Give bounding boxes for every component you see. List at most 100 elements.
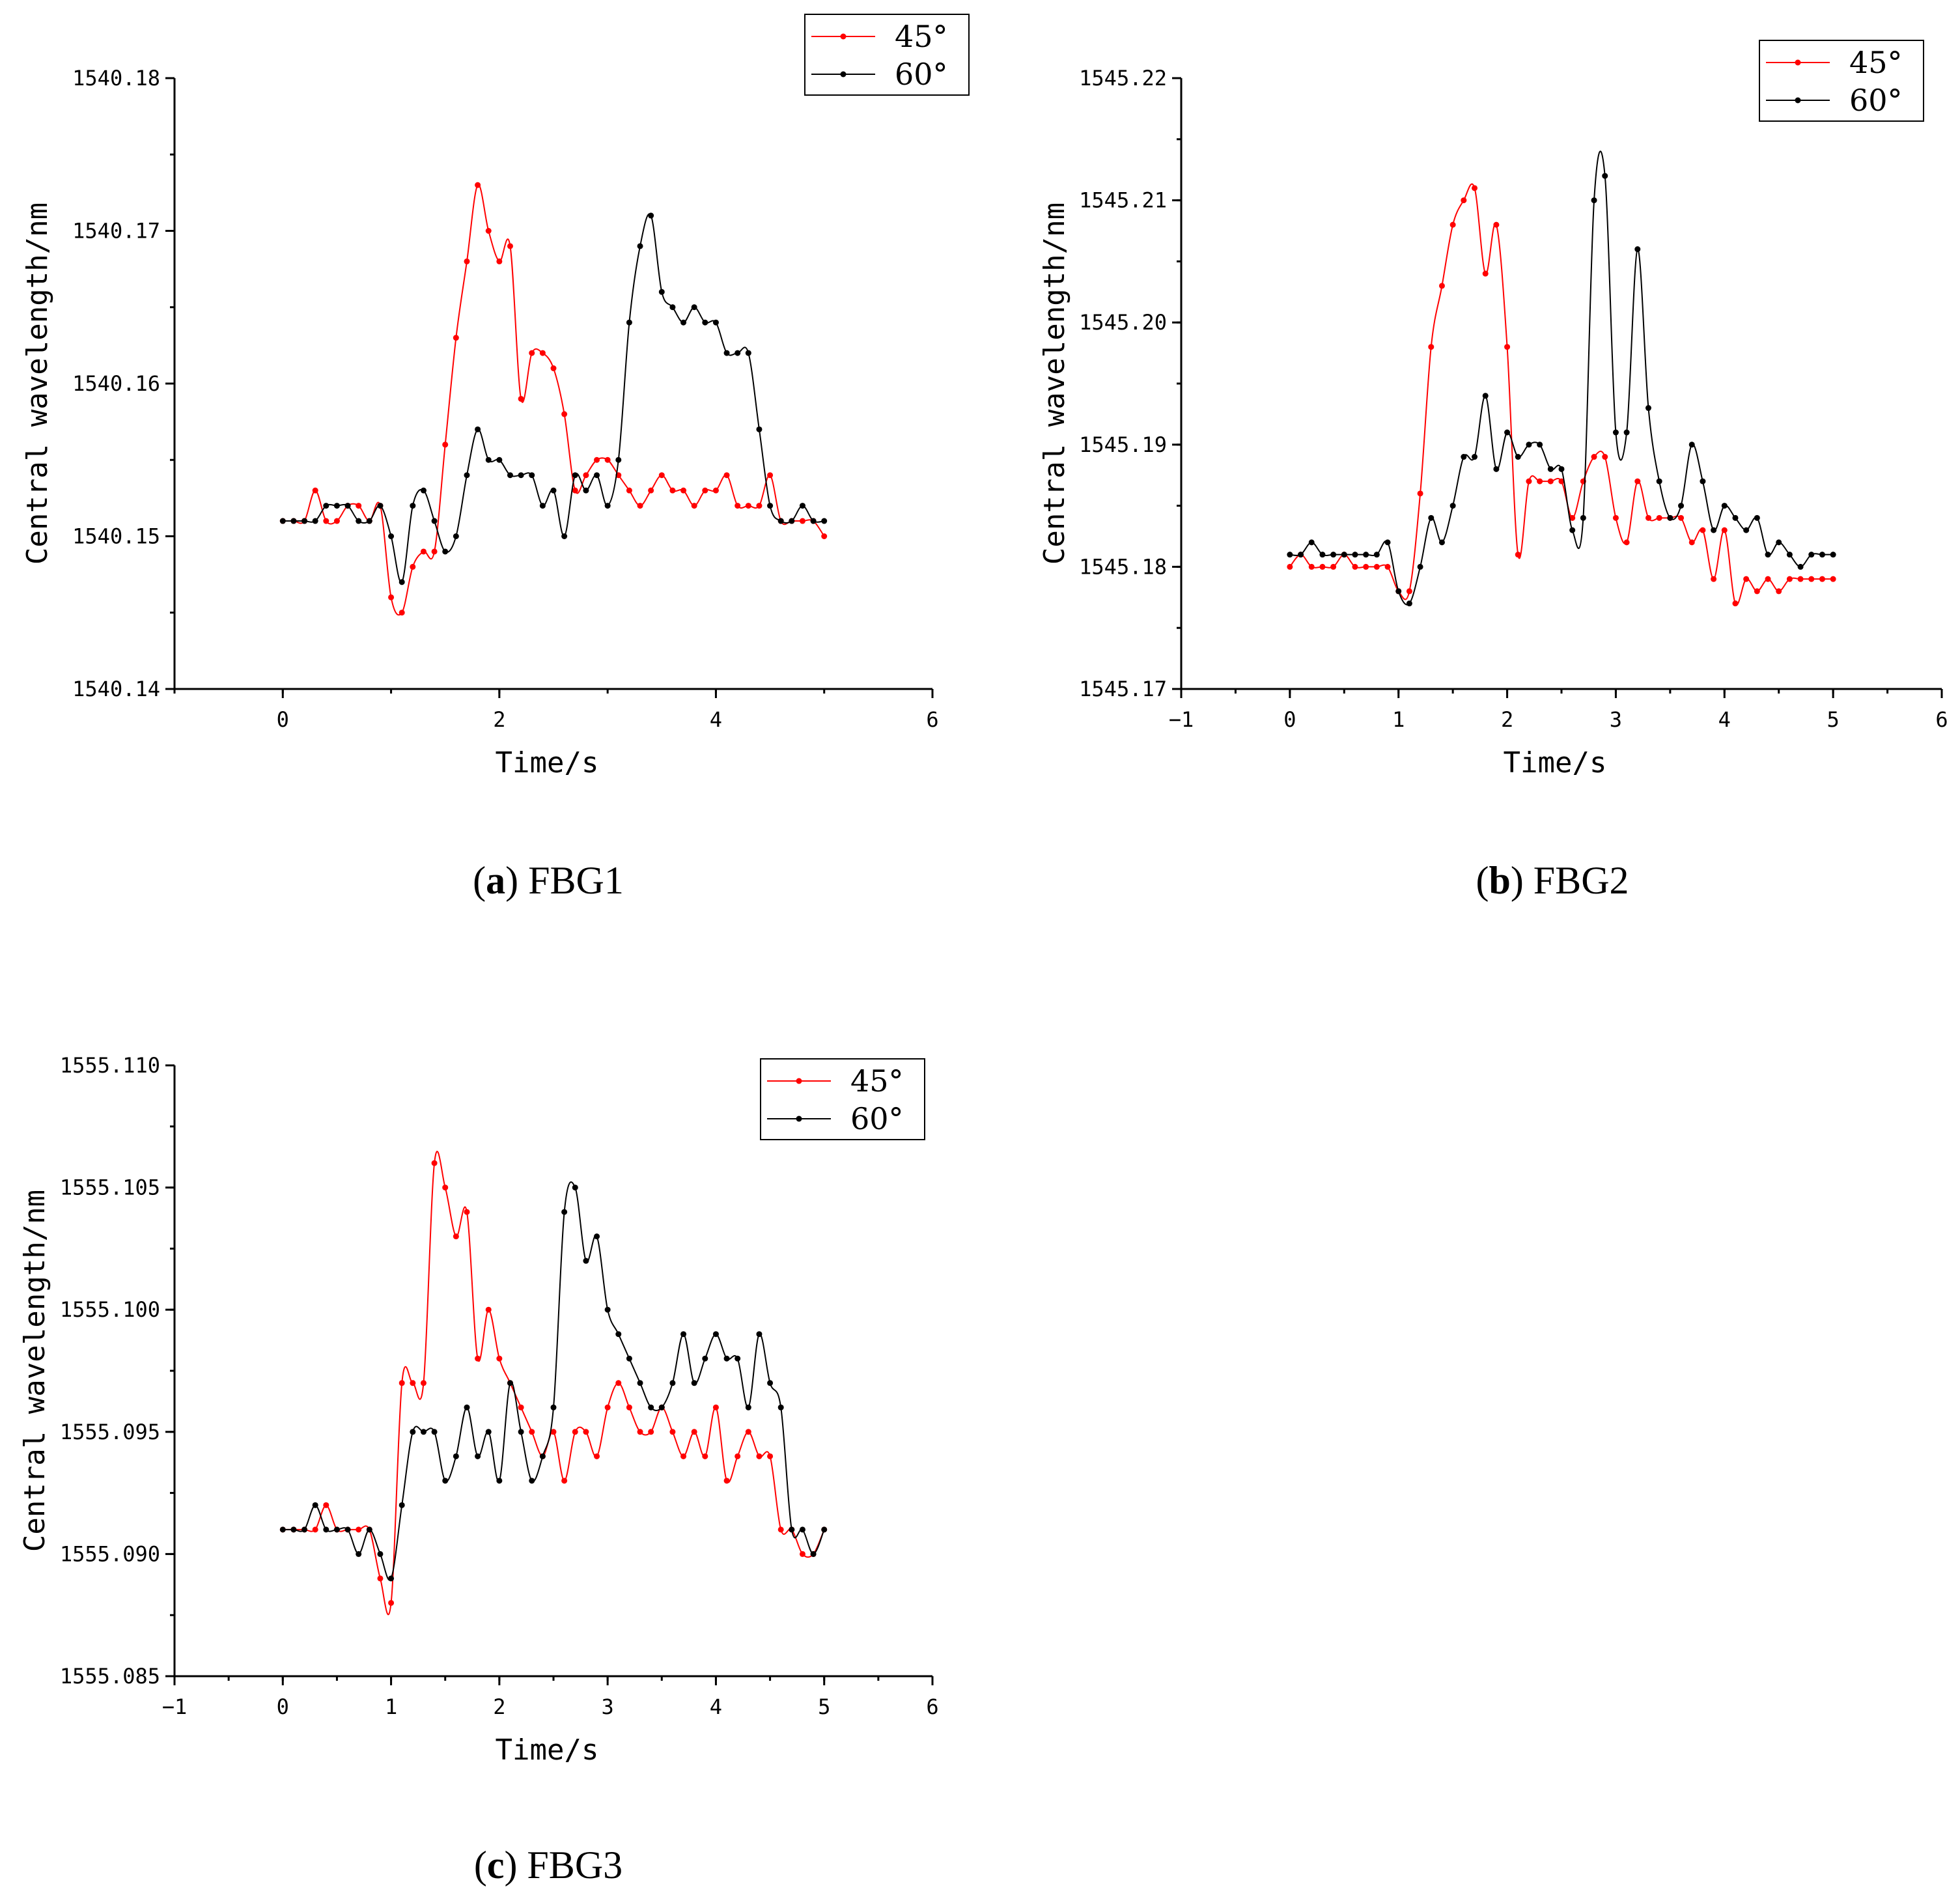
data-point-45deg (1449, 221, 1456, 228)
data-point-45deg (777, 1526, 784, 1533)
data-point-45deg (1428, 344, 1435, 350)
data-point-45deg (626, 1404, 632, 1411)
data-point-60deg (615, 456, 622, 463)
data-point-45deg (756, 1453, 763, 1459)
data-point-60deg (1634, 246, 1641, 253)
data-point-45deg (464, 1209, 470, 1215)
data-point-45deg (431, 548, 438, 555)
x-tick-label: 6 (1935, 707, 1948, 732)
x-axis-title: Time/s (496, 746, 599, 779)
data-point-60deg (507, 472, 513, 479)
data-point-45deg (680, 1453, 687, 1459)
legend-marker (1795, 59, 1801, 66)
data-point-45deg (377, 1575, 384, 1582)
series-line-60deg (283, 1181, 825, 1581)
data-point-60deg (735, 350, 741, 356)
data-point-60deg (301, 518, 308, 524)
data-point-60deg (680, 319, 687, 326)
data-point-60deg (1819, 552, 1825, 558)
data-point-45deg (1417, 490, 1423, 497)
data-point-60deg (333, 503, 340, 509)
data-point-45deg (1472, 185, 1478, 191)
data-point-45deg (572, 487, 578, 494)
data-point-60deg (1830, 552, 1836, 558)
x-tick-label: 0 (277, 707, 289, 732)
panel-caption: (c) FBG3 (474, 1844, 623, 1887)
data-point-60deg (723, 350, 730, 356)
data-point-60deg (583, 1257, 589, 1264)
data-point-60deg (1667, 514, 1673, 521)
y-tick-label: 1540.17 (72, 219, 160, 244)
data-point-60deg (323, 1526, 329, 1533)
data-point-60deg (1341, 552, 1347, 558)
data-point-60deg (810, 1551, 817, 1557)
data-point-45deg (323, 1502, 329, 1508)
data-point-45deg (583, 1429, 589, 1435)
data-point-45deg (529, 1429, 535, 1435)
legend-box (1759, 40, 1924, 122)
data-point-60deg (756, 1331, 763, 1338)
data-point-60deg (1645, 405, 1651, 412)
data-point-60deg (712, 319, 719, 326)
data-point-60deg (279, 1526, 286, 1533)
data-point-45deg (594, 1453, 600, 1459)
data-point-60deg (485, 1429, 492, 1435)
x-tick-label: 2 (493, 1694, 505, 1719)
data-point-45deg (1808, 576, 1815, 582)
data-point-45deg (323, 518, 329, 524)
data-point-60deg (745, 350, 751, 356)
data-point-60deg (648, 212, 654, 219)
data-point-60deg (485, 456, 492, 463)
data-point-60deg (702, 319, 708, 326)
data-point-45deg (1591, 454, 1597, 460)
data-point-45deg (420, 1380, 427, 1386)
data-point-60deg (399, 1502, 405, 1508)
data-point-60deg (789, 1526, 795, 1533)
data-point-45deg (1308, 563, 1315, 570)
data-point-45deg (539, 350, 546, 356)
legend-label: 60° (1849, 83, 1903, 118)
y-tick-label: 1555.085 (60, 1664, 160, 1689)
y-tick-label: 1540.18 (72, 66, 160, 91)
data-point-60deg (626, 319, 632, 326)
data-point-60deg (507, 1380, 513, 1386)
data-point-60deg (723, 1355, 730, 1362)
data-point-60deg (572, 472, 578, 479)
data-point-45deg (583, 472, 589, 479)
data-point-45deg (431, 1160, 438, 1166)
data-point-60deg (1472, 454, 1478, 460)
data-point-45deg (669, 1429, 676, 1435)
y-tick-label: 1545.20 (1079, 310, 1167, 335)
data-point-45deg (1688, 539, 1695, 546)
legend-box (804, 14, 970, 96)
data-point-60deg (1537, 442, 1543, 448)
data-point-45deg (1819, 576, 1825, 582)
data-point-45deg (1602, 454, 1608, 460)
data-point-45deg (658, 472, 665, 479)
series-line-60deg (283, 213, 824, 583)
data-point-45deg (1493, 221, 1500, 228)
data-point-60deg (1776, 539, 1782, 546)
data-point-60deg (637, 1380, 643, 1386)
data-point-60deg (290, 518, 297, 524)
data-point-45deg (594, 456, 600, 463)
y-tick-label: 1555.090 (60, 1541, 160, 1566)
chart-panel-a: 0 2 4 6 1540.14 1540.15 1540.16 1540.17 1540.18 T… (21, 14, 970, 902)
data-point-60deg (799, 1526, 805, 1533)
data-point-45deg (702, 487, 708, 494)
data-point-45deg (1797, 576, 1804, 582)
data-point-45deg (648, 1429, 654, 1435)
data-point-45deg (691, 1429, 697, 1435)
data-point-60deg (637, 243, 643, 249)
legend-marker (1795, 97, 1801, 104)
data-point-60deg (453, 533, 459, 539)
data-point-45deg (604, 456, 611, 463)
data-point-45deg (561, 1478, 568, 1484)
data-point-45deg (420, 548, 427, 555)
data-point-60deg (1298, 552, 1304, 558)
data-point-60deg (518, 1429, 524, 1435)
data-point-45deg (669, 487, 676, 494)
data-point-60deg (561, 533, 568, 539)
data-point-60deg (1678, 503, 1685, 509)
